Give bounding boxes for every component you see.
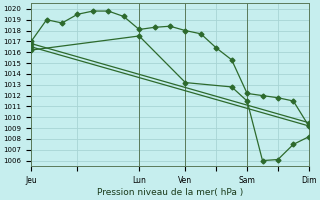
X-axis label: Pression niveau de la mer( hPa ): Pression niveau de la mer( hPa ) [97, 188, 243, 197]
